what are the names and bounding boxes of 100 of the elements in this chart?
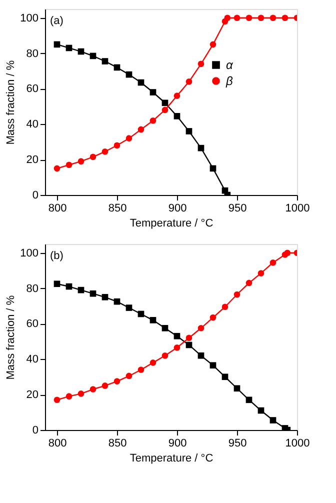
point bbox=[114, 378, 120, 384]
x-tick-label: 950 bbox=[228, 438, 247, 450]
point bbox=[246, 280, 252, 286]
point bbox=[66, 283, 72, 290]
point bbox=[114, 142, 120, 149]
point bbox=[90, 290, 96, 297]
point bbox=[270, 417, 276, 424]
point bbox=[210, 362, 216, 369]
point bbox=[186, 342, 192, 348]
point bbox=[162, 352, 168, 359]
point bbox=[210, 165, 216, 172]
point bbox=[138, 310, 144, 318]
point bbox=[54, 280, 60, 288]
point bbox=[54, 165, 60, 172]
point bbox=[246, 14, 252, 22]
point bbox=[66, 393, 72, 400]
y-tick-label: 0 bbox=[32, 190, 38, 202]
x-tick-label: 900 bbox=[168, 202, 187, 214]
point bbox=[198, 352, 204, 359]
legend-label: β bbox=[225, 74, 233, 88]
point bbox=[222, 304, 228, 310]
point bbox=[66, 44, 72, 52]
y-tick-label: 60 bbox=[26, 318, 38, 330]
point bbox=[246, 396, 252, 404]
point bbox=[282, 14, 288, 22]
point bbox=[270, 259, 276, 266]
point bbox=[150, 117, 156, 124]
x-tick-label: 900 bbox=[168, 438, 187, 450]
point bbox=[174, 344, 180, 351]
point bbox=[138, 366, 144, 373]
point bbox=[126, 135, 132, 142]
point bbox=[258, 270, 264, 276]
legend-label: α bbox=[226, 58, 234, 72]
x-tick-label: 1000 bbox=[285, 202, 310, 214]
x-tick-label: 850 bbox=[108, 438, 127, 450]
point bbox=[90, 386, 96, 392]
point bbox=[54, 41, 60, 48]
point bbox=[270, 14, 276, 22]
point bbox=[114, 298, 120, 305]
x-axis-title: Temperature / °C bbox=[130, 452, 214, 464]
point bbox=[126, 71, 132, 78]
point bbox=[102, 148, 108, 155]
point bbox=[258, 14, 264, 22]
x-axis-title: Temperature / °C bbox=[130, 218, 214, 230]
point bbox=[222, 374, 228, 380]
point bbox=[258, 407, 264, 414]
point bbox=[284, 250, 291, 256]
y-tick-label: 40 bbox=[26, 354, 38, 366]
point bbox=[150, 317, 156, 324]
point bbox=[162, 100, 168, 106]
point bbox=[174, 92, 180, 99]
y-tick-label: 20 bbox=[26, 154, 38, 166]
point bbox=[198, 324, 204, 332]
point bbox=[138, 79, 144, 86]
y-tick-label: 60 bbox=[26, 83, 38, 96]
y-tick-label: 20 bbox=[26, 389, 38, 402]
y-tick-label: 40 bbox=[26, 118, 38, 131]
point bbox=[102, 382, 108, 389]
point bbox=[186, 78, 192, 85]
point bbox=[224, 14, 231, 22]
x-tick-label: 800 bbox=[48, 202, 67, 214]
point bbox=[210, 41, 216, 48]
point bbox=[90, 52, 96, 60]
point bbox=[102, 294, 108, 300]
x-tick-label: 800 bbox=[48, 438, 67, 450]
point bbox=[150, 360, 156, 366]
point bbox=[234, 385, 240, 392]
point bbox=[126, 372, 132, 380]
point bbox=[186, 334, 192, 342]
x-tick-label: 1000 bbox=[285, 438, 310, 450]
y-tick-label: 100 bbox=[20, 12, 38, 24]
point bbox=[234, 291, 240, 298]
annotation: (a) bbox=[50, 15, 64, 27]
point bbox=[126, 304, 132, 311]
point bbox=[78, 158, 84, 164]
annotation: (b) bbox=[50, 250, 64, 262]
point bbox=[66, 162, 72, 168]
point bbox=[162, 106, 168, 114]
x-tick-label: 950 bbox=[228, 202, 247, 214]
point bbox=[234, 14, 240, 22]
point bbox=[78, 390, 84, 397]
point bbox=[162, 324, 168, 332]
point bbox=[114, 64, 120, 71]
y-axis-title: Mass fraction / % bbox=[5, 60, 18, 145]
point bbox=[78, 48, 84, 55]
point bbox=[210, 314, 216, 321]
y-axis-title: Mass fraction / % bbox=[5, 295, 18, 380]
point bbox=[198, 60, 204, 68]
y-tick-label: 80 bbox=[26, 282, 38, 295]
point bbox=[102, 58, 108, 64]
x-tick-label: 850 bbox=[108, 202, 127, 214]
point bbox=[138, 126, 144, 133]
y-tick-label: 100 bbox=[20, 247, 38, 260]
point bbox=[174, 332, 180, 340]
point bbox=[186, 128, 192, 134]
point bbox=[174, 113, 180, 120]
point bbox=[90, 154, 96, 160]
point bbox=[78, 286, 84, 294]
point bbox=[198, 144, 204, 152]
y-tick-label: 80 bbox=[26, 48, 38, 60]
